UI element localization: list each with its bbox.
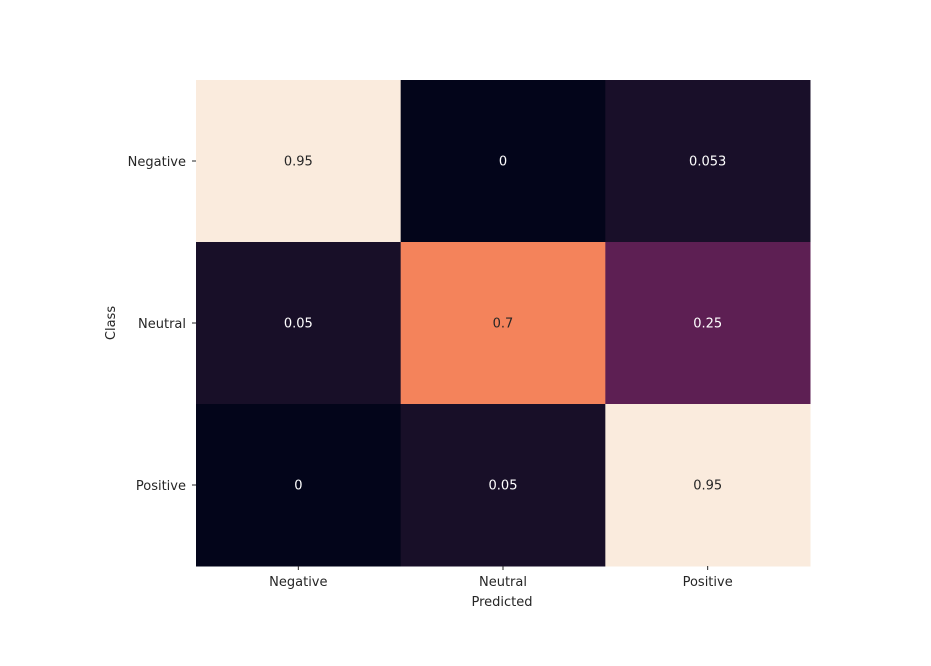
cell-value-label-2-1: 0.05 (489, 479, 518, 494)
cell-value-label-1-2: 0.25 (693, 317, 722, 332)
y-tick-label-1: Neutral (138, 317, 186, 332)
heatmap-cell-0-1 (400, 80, 606, 243)
heatmap-cell-2-0 (196, 404, 402, 567)
y-axis-label: Class (104, 306, 119, 340)
heatmap-cell-0-2 (605, 80, 811, 243)
cell-value-label-0-0: 0.95 (284, 155, 313, 170)
cell-value-label-1-0: 0.05 (284, 317, 313, 332)
y-tick-label-0: Negative (128, 155, 186, 170)
cell-value-label-2-2: 0.95 (693, 479, 722, 494)
heatmap-cell-labels: 0.95 0 0.053 0.05 0.7 0.25 0 0.05 0.95 (284, 155, 726, 494)
cell-value-label-2-0: 0 (294, 479, 302, 494)
cell-value-label-0-2: 0.053 (689, 155, 726, 170)
x-axis-label: Predicted (471, 595, 532, 610)
x-tick-label-1: Neutral (479, 575, 527, 590)
x-tick-label-0: Negative (269, 575, 327, 590)
heatmap-cell-2-1 (400, 404, 606, 567)
x-tick-label-2: Positive (683, 575, 733, 590)
heatmap-cell-2-2 (605, 404, 811, 567)
y-axis-ticks: Negative Neutral Positive (128, 155, 196, 494)
cell-value-label-1-1: 0.7 (493, 317, 514, 332)
heatmap-cells (196, 80, 811, 567)
heatmap-cell-1-0 (196, 242, 402, 405)
heatmap-cell-1-2 (605, 242, 811, 405)
heatmap-cell-1-1 (400, 242, 606, 405)
cell-value-label-0-1: 0 (499, 155, 507, 170)
x-axis-ticks: Negative Neutral Positive (269, 566, 733, 590)
heatmap-cell-0-0 (196, 80, 402, 243)
y-tick-label-2: Positive (136, 479, 186, 494)
